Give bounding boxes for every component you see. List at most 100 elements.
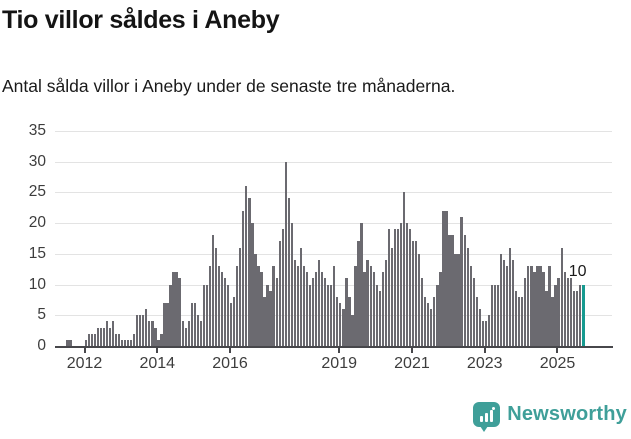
x-axis-label: 2016	[212, 355, 248, 372]
bar	[460, 216, 463, 346]
bar	[275, 278, 278, 346]
logo-bar-small	[480, 416, 484, 422]
bar	[184, 327, 187, 346]
bar	[418, 253, 421, 346]
bar	[139, 315, 142, 346]
bar	[572, 290, 575, 346]
bar	[472, 278, 475, 346]
bar	[193, 302, 196, 346]
bar	[348, 296, 351, 346]
x-axis-tick	[156, 348, 159, 353]
newsworthy-icon	[473, 402, 501, 432]
bar	[399, 223, 403, 346]
bar	[557, 278, 560, 346]
bar	[411, 241, 415, 346]
bar	[102, 327, 105, 346]
bar	[202, 284, 206, 346]
bar	[545, 290, 548, 346]
brand-wordmark: Newsworthy	[507, 403, 627, 425]
y-axis-label: 20	[28, 214, 46, 231]
bar	[405, 223, 409, 346]
bar	[484, 321, 488, 346]
bar	[208, 266, 212, 346]
bar	[108, 327, 112, 346]
bar	[293, 259, 296, 346]
bar	[320, 272, 324, 346]
bar	[257, 266, 260, 346]
chart-subtitle: Antal sålda villor i Aneby under de sena…	[2, 76, 456, 96]
bar	[136, 315, 139, 346]
x-axis-label: 2012	[66, 355, 103, 372]
bar	[493, 284, 497, 346]
bar	[299, 247, 303, 346]
bar	[433, 296, 436, 346]
bar	[551, 296, 554, 346]
bar	[469, 266, 472, 346]
bar	[123, 339, 127, 346]
bar	[366, 259, 369, 346]
gridline	[55, 223, 612, 224]
bar	[66, 339, 69, 346]
y-axis-label: 30	[28, 152, 46, 170]
bar	[451, 235, 454, 346]
bar	[372, 272, 375, 346]
x-axis-tick	[83, 348, 86, 353]
bar	[336, 296, 339, 346]
bar	[142, 315, 145, 346]
bar	[90, 333, 93, 346]
bar	[475, 296, 478, 346]
bar	[414, 241, 418, 346]
bar	[490, 284, 494, 346]
gridline	[55, 130, 612, 132]
bar	[87, 333, 90, 346]
bar-chart: 0 5 10 15 20 25 30 35 2012 2014 2016 2019 2021 2023 20…	[0, 110, 631, 390]
bar	[296, 266, 300, 346]
bar	[220, 272, 224, 346]
x-axis-label: 2025	[539, 355, 576, 372]
y-axis-label: 10	[28, 275, 46, 293]
bar	[272, 266, 275, 346]
bar	[287, 198, 290, 346]
logo-bar-tall	[490, 410, 494, 422]
bar	[111, 321, 115, 346]
y-axis-label: 5	[37, 306, 46, 324]
bar	[518, 296, 521, 346]
bar	[390, 247, 394, 346]
bar	[563, 272, 566, 346]
bar	[317, 259, 321, 346]
bar	[487, 315, 491, 346]
bar	[578, 284, 581, 346]
x-axis-tick	[483, 348, 486, 353]
bar	[311, 278, 315, 346]
bar	[524, 278, 527, 346]
bar	[439, 272, 442, 346]
bar	[387, 229, 390, 346]
x-axis-label: 2023	[466, 355, 503, 372]
bar	[548, 266, 551, 346]
bar	[230, 302, 233, 346]
bar-current	[581, 284, 585, 346]
bar	[454, 253, 457, 346]
x-axis-tick	[556, 348, 559, 353]
bar	[151, 321, 154, 346]
bar	[214, 247, 218, 346]
bar	[378, 290, 381, 346]
bar	[330, 284, 333, 346]
bar	[148, 321, 151, 346]
y-axis-label: 0	[37, 337, 46, 354]
bar	[466, 247, 469, 346]
y-axis-label: 25	[28, 183, 46, 201]
bar	[129, 339, 133, 346]
bar	[396, 229, 400, 346]
bar	[99, 327, 102, 346]
logo-tail	[480, 426, 489, 432]
bar	[227, 284, 230, 346]
bar	[217, 266, 221, 346]
bar	[360, 223, 363, 346]
bar	[357, 241, 360, 346]
bar	[199, 321, 202, 346]
bar	[260, 272, 263, 346]
bar	[481, 321, 484, 346]
bar	[324, 278, 327, 346]
bar	[327, 284, 330, 346]
